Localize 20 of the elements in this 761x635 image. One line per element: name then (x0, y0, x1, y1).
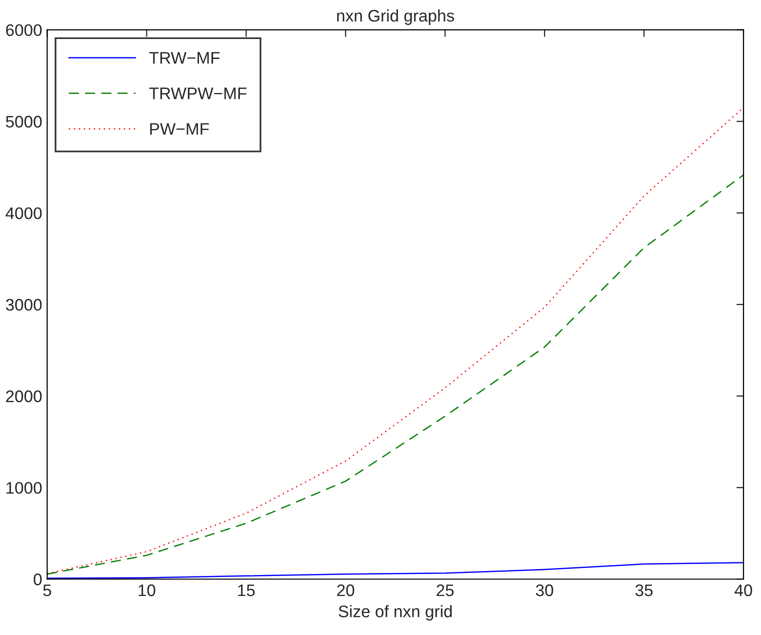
y-tick-label: 0 (34, 574, 42, 586)
y-tick-label: 5000 (6, 116, 42, 128)
x-tick-label: 40 (734, 584, 752, 596)
x-tick-label: 15 (238, 584, 255, 596)
y-tick-label: 4000 (6, 207, 42, 220)
x-tick-label: 10 (138, 584, 156, 596)
legend-label: PW−MF (150, 123, 209, 135)
y-tick-label: 1000 (6, 482, 42, 494)
y-tick-label: 3000 (6, 298, 42, 311)
x-tick-label: 5 (43, 584, 52, 596)
chart-title: nxn Grid graphs (337, 9, 454, 25)
x-tick-label: 20 (337, 584, 354, 596)
x-tick-label: 30 (536, 584, 554, 596)
x-tick-label: 35 (635, 584, 653, 596)
y-tick-label: 6000 (6, 24, 42, 36)
x-axis-title: Size of nxn grid (338, 605, 452, 621)
y-tick-label: 2000 (6, 390, 42, 402)
legend-label: TRWPW−MF (149, 88, 246, 100)
legend-label: TRW−MF (149, 52, 220, 64)
x-tick-label: 25 (436, 584, 454, 596)
